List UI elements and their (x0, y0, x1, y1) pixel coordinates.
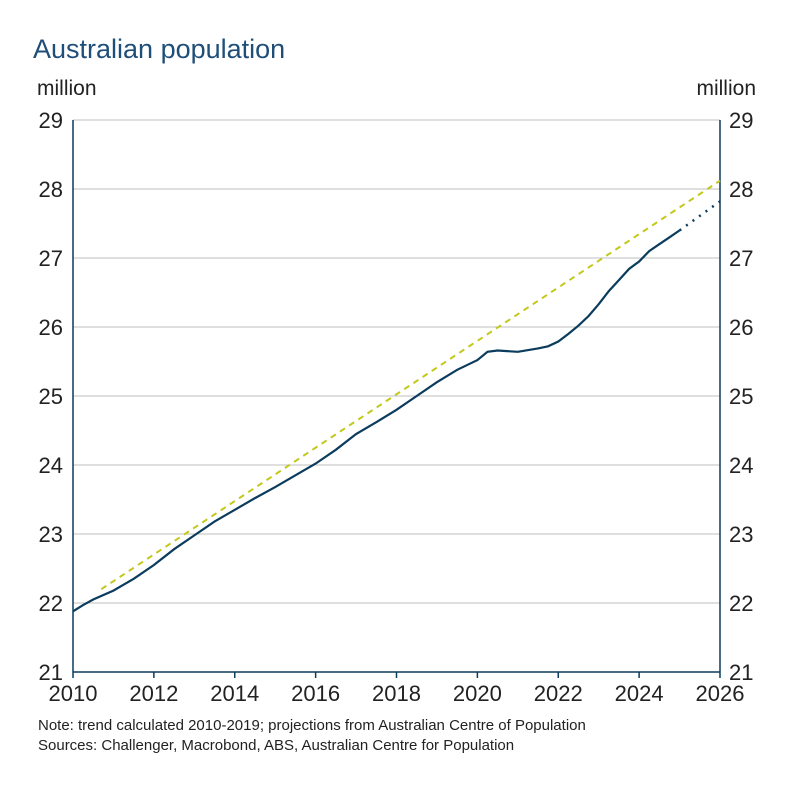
sources-text: Sources: Challenger, Macrobond, ABS, Aus… (38, 737, 515, 754)
y-tick-label-left: 22 (39, 591, 63, 616)
y-tick-label-right: 25 (729, 384, 753, 409)
y-tick-label-left: 21 (39, 660, 63, 685)
note-text: Note: trend calculated 2010-2019; projec… (38, 717, 586, 734)
series-trend-2010-2019 (100, 179, 721, 591)
y-tick-label-left: 26 (39, 315, 63, 340)
y-tick-label-right: 22 (729, 591, 753, 616)
x-tick-label: 2016 (291, 681, 340, 706)
y-tick-label-left: 28 (39, 177, 63, 202)
x-tick-label: 2018 (372, 681, 421, 706)
y-tick-label-right: 26 (729, 315, 753, 340)
y-axis-label-right: million (696, 77, 756, 100)
chart-title: Australian population (33, 34, 286, 64)
x-tick-label: 2022 (534, 681, 583, 706)
y-tick-label-right: 23 (729, 522, 753, 547)
x-tick-label: 2024 (615, 681, 664, 706)
y-tick-label-right: 28 (729, 177, 753, 202)
x-tick-label: 2026 (696, 681, 745, 706)
y-tick-label-left: 27 (39, 246, 63, 271)
x-tick-label: 2020 (453, 681, 502, 706)
x-tick-label: 2014 (210, 681, 259, 706)
y-tick-label-left: 23 (39, 522, 63, 547)
x-tick-label: 2010 (49, 681, 98, 706)
y-tick-label-right: 21 (729, 660, 753, 685)
y-tick-label-right: 24 (729, 453, 753, 478)
y-tick-label-left: 25 (39, 384, 63, 409)
y-tick-label-left: 29 (39, 108, 63, 133)
y-tick-label-right: 27 (729, 246, 753, 271)
y-tick-label-right: 29 (729, 108, 753, 133)
y-axis-label-left: million (37, 77, 97, 100)
series-population (72, 229, 681, 613)
x-tick-label: 2012 (129, 681, 178, 706)
y-tick-label-left: 24 (39, 453, 63, 478)
series-projection (678, 200, 721, 232)
